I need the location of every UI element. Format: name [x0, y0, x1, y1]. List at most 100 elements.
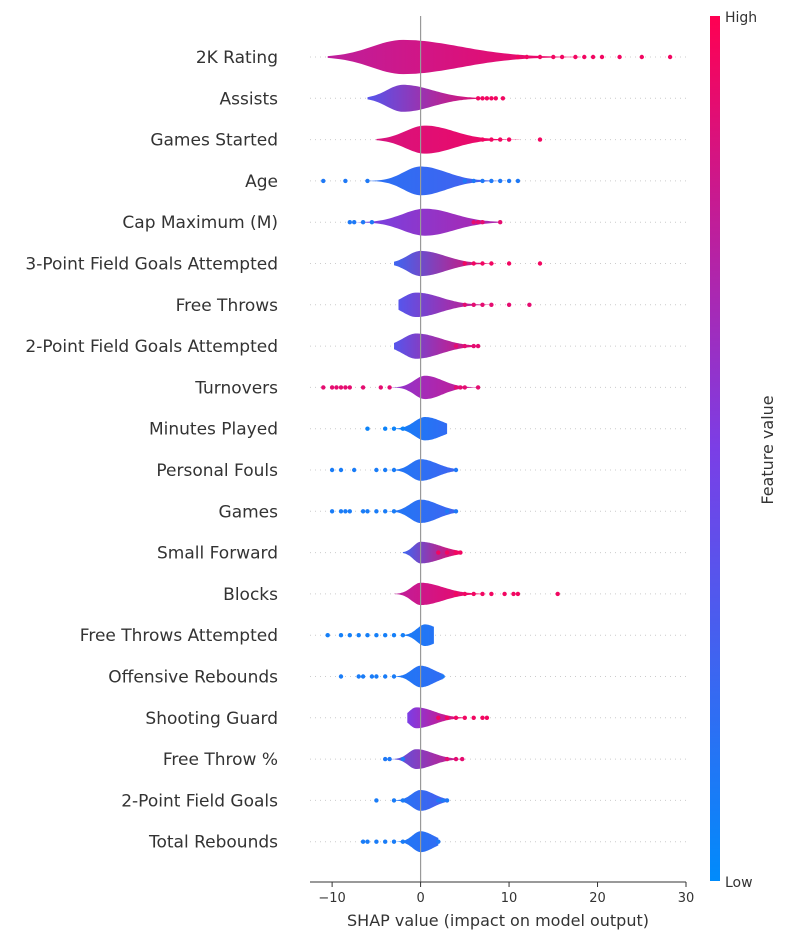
sample-dot	[444, 798, 450, 803]
sample-dot	[489, 302, 494, 307]
sample-dot	[365, 633, 370, 638]
feature-label: Minutes Played	[149, 420, 278, 440]
sample-dot	[471, 343, 476, 349]
violin-shape	[378, 499, 456, 523]
sample-dot	[400, 756, 406, 762]
sample-dot	[383, 839, 388, 844]
feature-label: 2-Point Field Goals Attempted	[25, 337, 278, 357]
sample-dot	[480, 302, 485, 307]
feature-label: Assists	[220, 89, 279, 109]
sample-dot	[360, 385, 366, 390]
sample-dot	[387, 756, 392, 762]
sample-dot	[383, 426, 388, 431]
sample-dot	[400, 798, 406, 803]
sample-dot	[436, 798, 441, 803]
feature-label: Cap Maximum (M)	[122, 213, 278, 233]
feature-label: Free Throws Attempted	[80, 626, 278, 646]
sample-dot	[360, 220, 366, 225]
sample-dot	[471, 261, 476, 266]
sample-dot	[537, 54, 543, 60]
violin-shape	[402, 541, 461, 564]
sample-dot	[343, 509, 348, 514]
violin-shape	[385, 790, 448, 811]
sample-dot	[506, 302, 512, 307]
sample-dot	[639, 54, 644, 60]
sample-dot	[391, 467, 397, 473]
feature-row: Minutes Played	[149, 417, 686, 441]
sample-dot	[391, 839, 397, 844]
sample-dot	[489, 96, 494, 101]
sample-dot	[458, 385, 463, 390]
feature-label: Games	[219, 502, 279, 522]
sample-dot	[471, 715, 476, 720]
sample-dot	[582, 54, 587, 60]
sample-dot	[537, 137, 543, 142]
sample-dot	[489, 591, 494, 597]
sample-dot	[555, 591, 560, 597]
x-tick-label: 30	[678, 891, 695, 906]
feature-label: 3-Point Field Goals Attempted	[25, 255, 278, 275]
sample-dot	[480, 178, 485, 184]
violin-shape	[382, 375, 479, 400]
sample-dot	[511, 591, 516, 597]
sample-dot	[347, 633, 352, 638]
feature-row: Turnovers	[194, 375, 686, 400]
sample-dot	[599, 54, 605, 60]
sample-dot	[440, 674, 445, 679]
sample-dot	[374, 509, 379, 514]
sample-dot	[573, 54, 578, 60]
sample-dot	[343, 385, 348, 390]
sample-dot	[369, 674, 375, 679]
violin-shape	[376, 125, 521, 154]
sample-dot	[453, 550, 459, 555]
feature-label: Blocks	[223, 585, 278, 605]
sample-dot	[374, 633, 379, 638]
sample-dot	[383, 674, 388, 679]
feature-row: Shooting Guard	[145, 707, 686, 729]
sample-dot	[458, 550, 463, 555]
violin-shape	[394, 333, 479, 359]
violin-shape	[353, 166, 506, 196]
sample-dot	[498, 178, 503, 184]
sample-dot	[502, 591, 507, 597]
sample-dot	[498, 220, 503, 225]
sample-dot	[537, 261, 543, 266]
sample-dot	[391, 509, 397, 514]
sample-dot	[444, 550, 450, 555]
x-tick-label: 0	[416, 891, 424, 906]
sample-dot	[374, 467, 379, 473]
feature-row: Cap Maximum (M)	[122, 208, 686, 236]
sample-dot	[480, 261, 485, 266]
sample-dot	[338, 509, 344, 514]
sample-dot	[391, 674, 397, 679]
violin-shape	[398, 292, 492, 317]
colorbar: High Low Feature value	[710, 10, 777, 891]
violin-shape	[385, 749, 465, 769]
sample-dot	[453, 715, 459, 720]
sample-dot	[321, 385, 326, 390]
feature-label: Turnovers	[194, 378, 278, 398]
sample-dot	[444, 756, 450, 762]
sample-dot	[480, 591, 485, 597]
sample-dot	[338, 633, 344, 638]
sample-dot	[360, 674, 366, 679]
x-axis-label: SHAP value (impact on model output)	[347, 911, 649, 930]
sample-dot	[400, 426, 406, 431]
sample-dot	[374, 839, 379, 844]
sample-dot	[471, 591, 476, 597]
feature-row: 2-Point Field Goals	[121, 790, 686, 811]
feature-row: Assists	[220, 84, 686, 112]
x-tick-label: 20	[589, 891, 606, 906]
sample-dot	[515, 178, 521, 184]
feature-row: 2K Rating	[196, 39, 686, 75]
sample-dot	[498, 137, 503, 142]
sample-dot	[391, 633, 397, 638]
sample-dot	[383, 467, 388, 473]
sample-dot	[325, 633, 330, 638]
feature-row: Free Throws Attempted	[80, 624, 686, 646]
violin-shape	[367, 84, 494, 112]
sample-dot	[551, 54, 556, 60]
feature-label: Age	[245, 172, 278, 192]
